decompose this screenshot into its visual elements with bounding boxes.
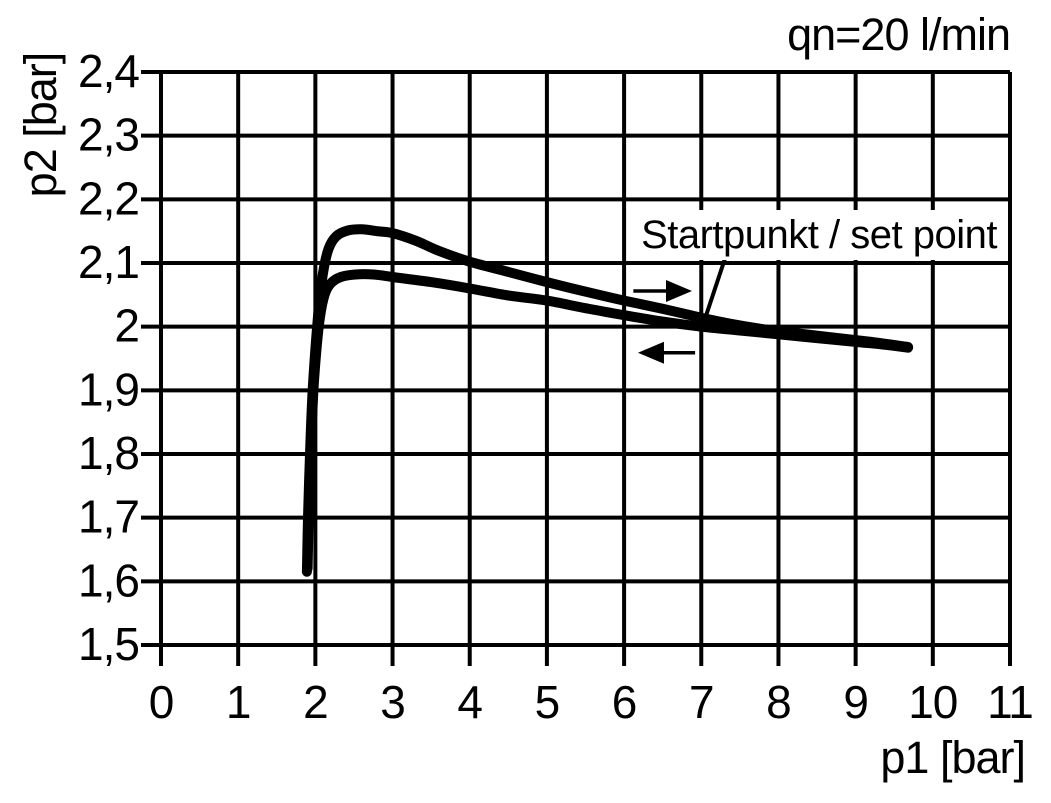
y-tick-label: 2,3: [78, 109, 139, 161]
y-tick-label: 2,4: [78, 45, 139, 97]
x-tick-label: 1: [226, 676, 251, 728]
x-axis-label: p1 [bar]: [880, 732, 1026, 783]
x-tick-label: 9: [843, 676, 868, 728]
x-tick-label: 7: [689, 676, 714, 728]
x-tick-label: 11: [987, 676, 1033, 728]
y-tick-label: 1,7: [78, 491, 139, 543]
y-tick-label: 2,2: [78, 172, 139, 224]
y-tick-label: 1,5: [78, 618, 139, 670]
setpoint-annotation: Startpunkt / set point: [630, 210, 1008, 260]
x-tick-label: 2: [303, 676, 328, 728]
direction-arrow-left-head: [637, 341, 664, 364]
annotation-leader-line: [703, 255, 728, 321]
x-tick-label: 5: [535, 676, 560, 728]
direction-arrow-right-head: [666, 280, 693, 303]
y-tick-label: 2: [114, 300, 139, 352]
y-tick-label: 1,8: [78, 427, 139, 479]
x-tick-label: 3: [380, 676, 405, 728]
flow-rate-label: qn=20 l/min: [787, 9, 1011, 60]
y-tick-label: 1,6: [78, 554, 139, 606]
y-tick-label: 1,9: [78, 363, 139, 415]
x-tick-label: 4: [457, 676, 482, 728]
y-tick-label: 2,1: [78, 236, 139, 288]
x-tick-label: 10: [908, 676, 957, 728]
x-tick-label: 6: [612, 676, 637, 728]
x-tick-label: 0: [149, 676, 174, 728]
pressure-falling-curve: [302, 269, 914, 574]
x-tick-label: 8: [766, 676, 791, 728]
y-axis-label: p2 [bar]: [15, 52, 66, 198]
